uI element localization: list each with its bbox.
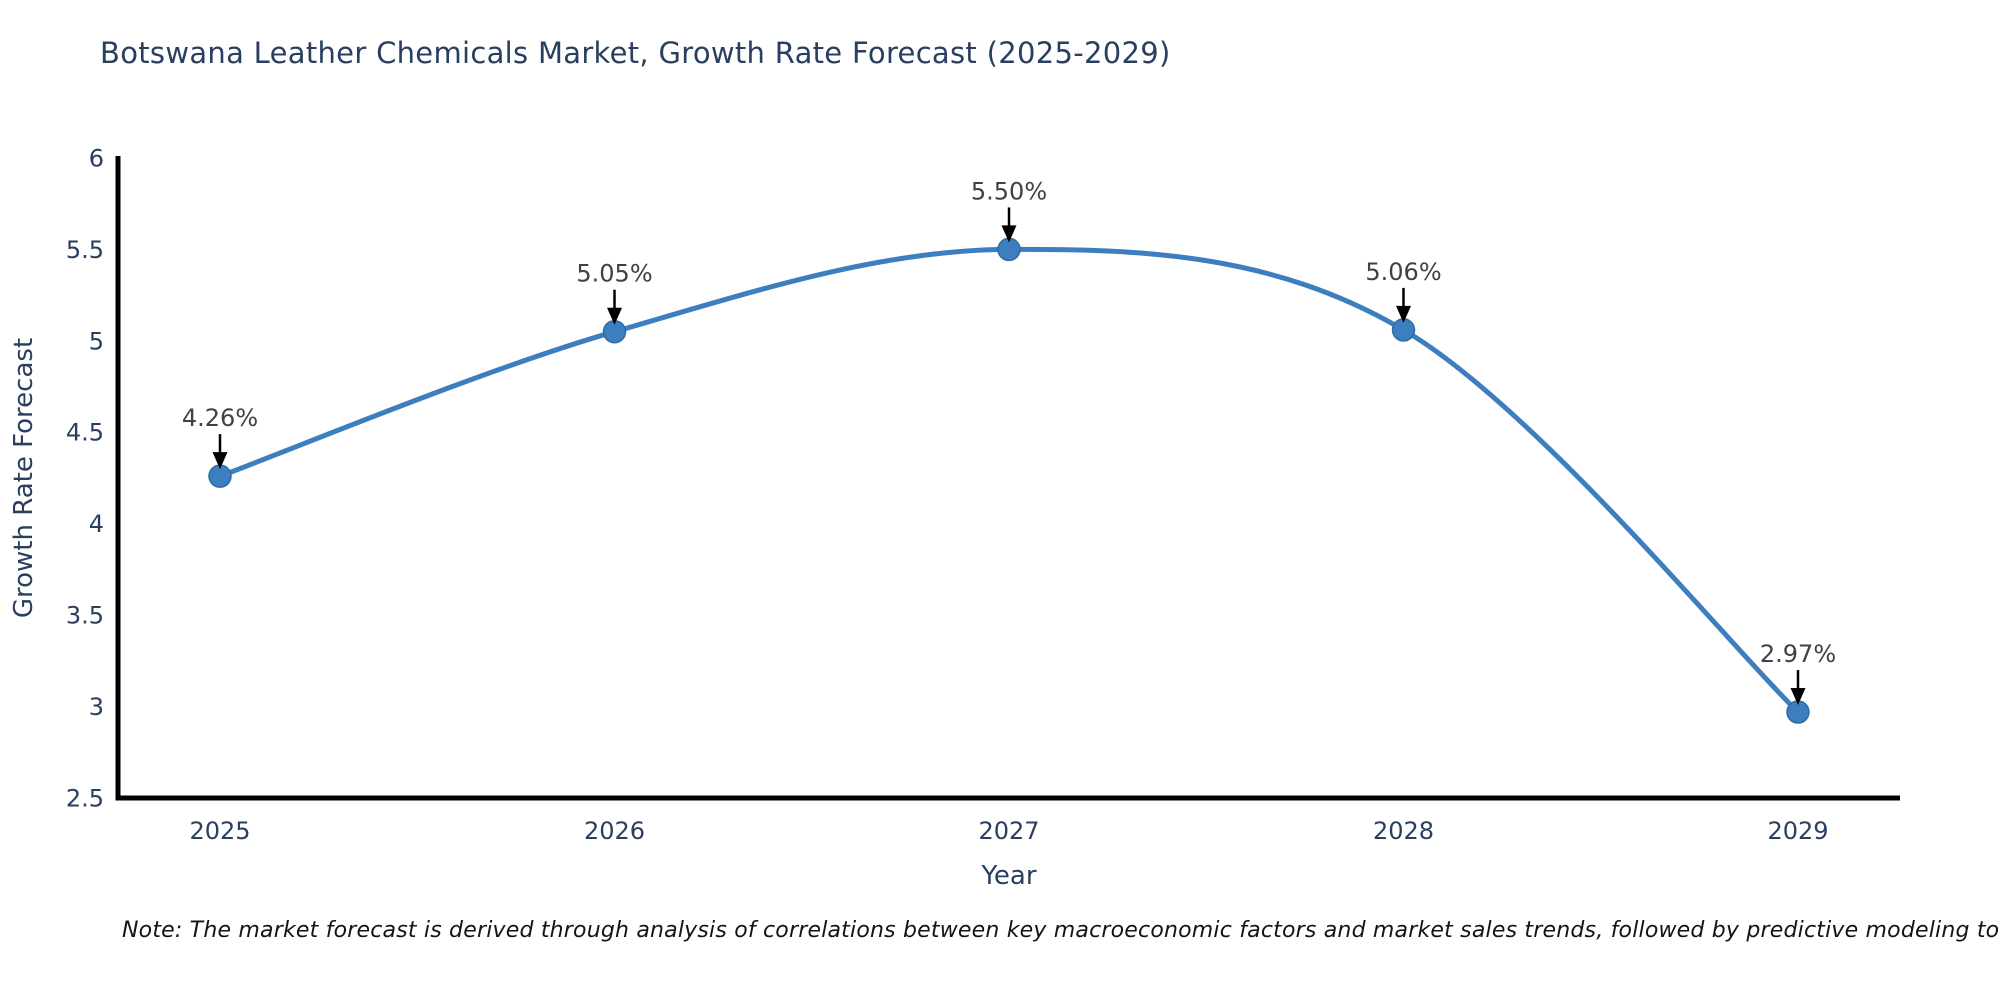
annotation-arrow-head xyxy=(1790,688,1806,706)
annotation-arrow-head xyxy=(607,307,622,325)
y-tick-label: 2.5 xyxy=(66,784,104,812)
y-tick-label: 5.5 xyxy=(66,236,104,264)
y-tick-label: 5 xyxy=(89,327,104,355)
x-tick-label: 2028 xyxy=(1373,817,1434,845)
annotation-arrow-head xyxy=(212,452,228,470)
point-value-label: 5.05% xyxy=(576,260,652,288)
annotation-arrow-head xyxy=(1001,225,1017,243)
x-tick-label: 2029 xyxy=(1767,817,1828,845)
footnote: Note: The market forecast is derived thr… xyxy=(122,918,2000,943)
y-tick-label: 4.5 xyxy=(66,419,104,447)
y-tick-label: 3.5 xyxy=(66,602,104,630)
x-tick-label: 2026 xyxy=(584,817,645,845)
point-value-label: 5.06% xyxy=(1365,258,1441,286)
y-axis-title: Growth Rate Forecast xyxy=(9,338,39,618)
x-tick-label: 2027 xyxy=(978,817,1039,845)
point-value-label: 5.50% xyxy=(971,177,1047,205)
plot-area: 2.5 3 3.5 4 4.5 5 5.5 6 2025 2026 2027 2028 2029 4.26… xyxy=(66,144,1900,845)
point-value-label: 2.97% xyxy=(1760,640,1836,668)
chart-title: Botswana Leather Chemicals Market, Growt… xyxy=(100,36,1171,70)
point-value-label: 4.26% xyxy=(182,404,258,432)
forecast-line xyxy=(217,246,1801,715)
x-axis-title: Year xyxy=(980,861,1036,891)
y-tick-label: 6 xyxy=(89,144,104,172)
y-tick-label: 4 xyxy=(89,510,104,538)
x-tick-label: 2025 xyxy=(189,817,250,845)
line-plot-svg: Year Growth Rate Forecast 2.5 3 3.5 4 4.5 5 5.… xyxy=(9,144,1900,891)
annotation-arrow-head xyxy=(1396,305,1411,323)
y-tick-label: 3 xyxy=(89,693,104,721)
